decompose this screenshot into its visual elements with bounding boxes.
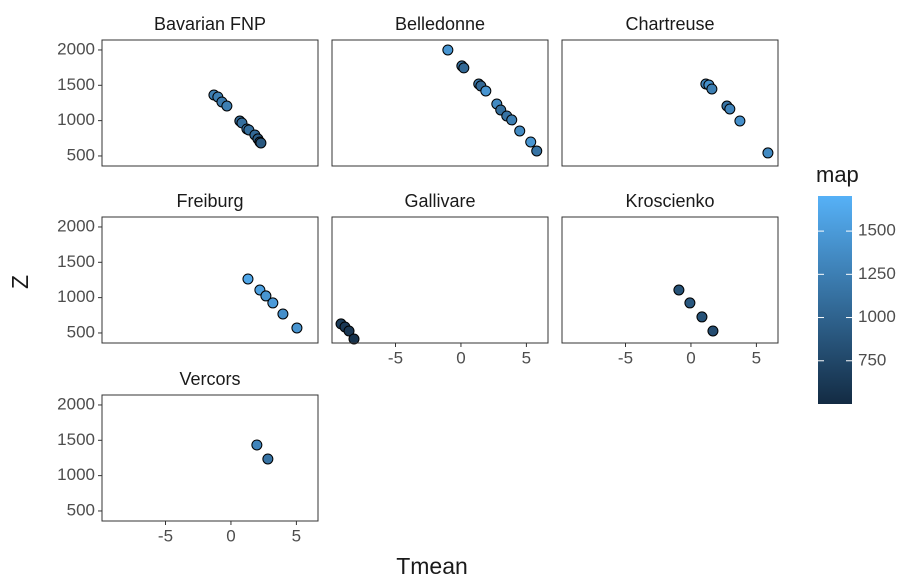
x-tick-label: 0 [226,526,235,545]
panel-border [561,39,779,167]
point [442,44,454,56]
panel-border [331,216,549,344]
point [506,114,518,126]
colorbar-label: 1500 [858,221,896,240]
point [762,147,774,159]
facet-title: Belledonne [395,14,485,34]
facet-title: Gallivare [404,191,475,211]
point [707,325,719,337]
legend-title: map [816,162,859,187]
point [221,100,233,112]
y-tick-label: 500 [67,145,95,164]
point [291,322,303,334]
y-tick-label: 1000 [57,287,95,306]
colorbar-label: 1000 [858,307,896,326]
point [734,115,746,127]
facet-title: Bavarian FNP [154,14,266,34]
panel-border [101,39,319,167]
y-tick-label: 500 [67,322,95,341]
x-tick-label: -5 [618,348,633,367]
y-tick-label: 1500 [57,430,95,449]
point [706,83,718,95]
y-tick-label: 2000 [57,39,95,58]
point [480,85,492,97]
facet-title: Chartreuse [625,14,714,34]
x-tick-label: 5 [292,526,301,545]
point [673,284,685,296]
y-tick-label: 1500 [57,252,95,271]
facet-title: Vercors [179,369,240,389]
x-tick-label: 0 [686,348,695,367]
panel-border [561,216,779,344]
point [277,308,289,320]
x-axis-label: Tmean [396,553,468,579]
point [267,297,279,309]
colorbar [818,196,852,404]
point [458,62,470,74]
colorbar-label: 750 [858,350,886,369]
facet-title: Kroscienko [625,191,714,211]
point [684,297,696,309]
point [525,136,537,148]
point [531,145,543,157]
point [348,333,360,345]
point [260,290,272,302]
x-tick-label: -5 [158,526,173,545]
y-tick-label: 2000 [57,394,95,413]
y-tick-label: 2000 [57,216,95,235]
panel-border [331,39,549,167]
y-axis-label: Z [7,275,33,289]
facet-title: Freiburg [176,191,243,211]
point [255,137,267,149]
y-tick-label: 1500 [57,75,95,94]
x-tick-label: 5 [752,348,761,367]
point [343,325,355,337]
x-tick-label: 0 [456,348,465,367]
y-tick-label: 1000 [57,465,95,484]
panel-border [101,394,319,522]
point [242,273,254,285]
y-tick-label: 500 [67,500,95,519]
point [696,311,708,323]
point [514,125,526,137]
point [724,103,736,115]
y-tick-label: 1000 [57,110,95,129]
point [262,453,274,465]
x-tick-label: 5 [522,348,531,367]
x-tick-label: -5 [388,348,403,367]
point [251,439,263,451]
panel-border [101,216,319,344]
colorbar-label: 1250 [858,264,896,283]
